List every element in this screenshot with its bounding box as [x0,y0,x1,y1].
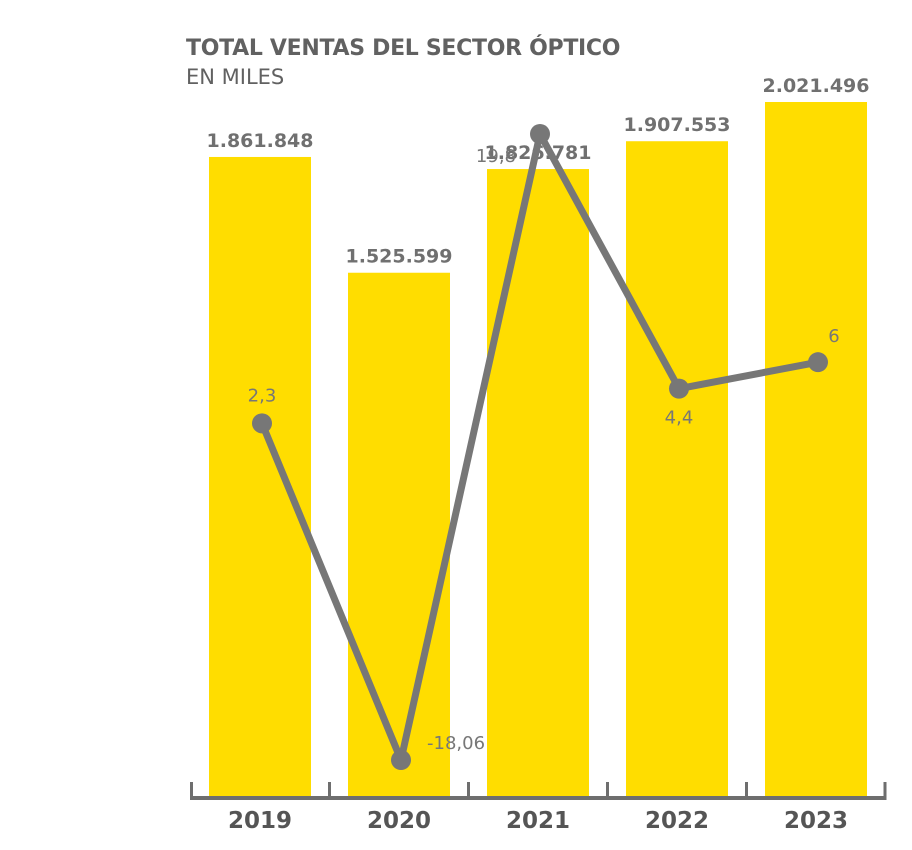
bar-2021 [487,169,589,798]
bar-2020 [348,272,450,798]
growth-point-2020 [391,750,411,770]
x-tick-label-2023: 2023 [784,808,848,834]
growth-point-2019 [252,413,272,434]
bar-value-label-2023: 2.021.496 [763,75,870,97]
x-tick-label-2020: 2020 [367,808,431,834]
growth-point-2022 [669,378,689,399]
growth-label-2021: 19,8 [476,146,516,167]
bar-2022 [626,141,728,798]
growth-label-2023: 6 [828,326,839,347]
chart-title-block: TOTAL VENTAS DEL SECTOR ÓPTICO EN MILES [186,34,620,90]
growth-point-2021 [530,124,550,144]
bar-value-label-2022: 1.907.553 [624,114,731,136]
growth-label-2022: 4,4 [665,408,694,429]
bar-value-label-2019: 1.861.848 [207,130,314,152]
x-tick-label-2021: 2021 [506,808,570,834]
bar-value-label-2020: 1.525.599 [346,246,453,268]
growth-point-2023 [808,352,828,373]
growth-label-2019: 2,3 [248,385,277,406]
growth-label-2020: -18,06 [427,733,485,754]
chart-title: TOTAL VENTAS DEL SECTOR ÓPTICO [186,36,621,61]
x-tick-label-2019: 2019 [228,808,292,834]
x-tick-label-2022: 2022 [645,808,709,834]
bar-2019 [209,156,311,798]
chart-subtitle: EN MILES [186,65,285,89]
bar-2023 [765,102,867,798]
